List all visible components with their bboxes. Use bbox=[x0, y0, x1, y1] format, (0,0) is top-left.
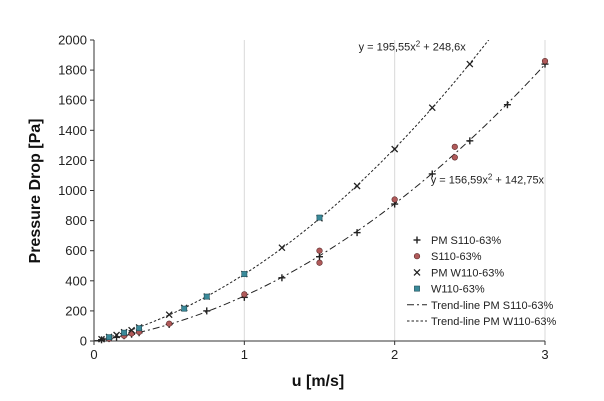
legend-entry-label: PM W110-63% bbox=[431, 267, 504, 279]
point-x-2 bbox=[113, 331, 121, 339]
equation-exponent: 2 bbox=[416, 40, 421, 49]
y-axis-title: Pressure Drop [Pa] bbox=[27, 119, 44, 264]
y-tick-label: 0 bbox=[80, 334, 87, 349]
point-square-2 bbox=[136, 325, 142, 332]
legend-entry-label: PM S110-63% bbox=[431, 235, 501, 247]
legend-marker-circle bbox=[413, 253, 421, 260]
x-tick-label: 3 bbox=[541, 347, 548, 362]
data-points bbox=[98, 57, 549, 344]
point-circle-4 bbox=[166, 320, 173, 327]
y-tick-label: 800 bbox=[65, 213, 87, 228]
equation-part: + 248,6x bbox=[420, 42, 466, 54]
point-square-1 bbox=[121, 329, 127, 336]
equation-part: y = 195,55x bbox=[359, 42, 417, 54]
point-x-4 bbox=[128, 326, 136, 334]
y-tick-label: 1400 bbox=[58, 123, 87, 138]
legend: PM S110-63% S110-63% PM W110-63% W110-63% Tr… bbox=[407, 235, 557, 328]
point-plus-15 bbox=[503, 101, 511, 109]
point-x-10 bbox=[278, 244, 286, 252]
grid bbox=[243, 40, 546, 341]
point-plus-7 bbox=[203, 307, 211, 315]
point-x-14 bbox=[428, 104, 436, 112]
trendline-equation-eq-w: y = 195,55x2 + 248,6x bbox=[359, 40, 467, 54]
point-x-0 bbox=[98, 335, 105, 343]
y-tick-label: 2000 bbox=[58, 33, 87, 48]
equation-part: y = 156,59x bbox=[431, 175, 489, 187]
point-circle-11 bbox=[541, 57, 549, 65]
point-square-6 bbox=[316, 214, 323, 221]
point-plus-14 bbox=[466, 137, 474, 145]
point-plus-9 bbox=[278, 274, 286, 282]
legend-entry-label: W110-63% bbox=[431, 284, 485, 296]
point-x-13 bbox=[391, 145, 399, 153]
point-square-4 bbox=[203, 293, 210, 300]
point-plus-13 bbox=[428, 170, 436, 178]
point-circle-9 bbox=[451, 154, 458, 161]
axes bbox=[90, 39, 546, 345]
point-circle-6 bbox=[316, 259, 323, 266]
y-tick-label: 1600 bbox=[58, 93, 87, 108]
equation-part: + 142,75x bbox=[492, 175, 544, 187]
legend-marker-square bbox=[414, 285, 420, 292]
x-axis-title: u [m/s] bbox=[292, 373, 344, 390]
y-tick-label: 400 bbox=[65, 273, 87, 288]
equation-annotations: y = 195,55x2 + 248,6xy = 156,59x2 + 142,… bbox=[359, 40, 545, 187]
point-square-3 bbox=[181, 305, 188, 312]
point-x-15 bbox=[466, 60, 474, 68]
legend-marker-x bbox=[413, 268, 421, 276]
point-circle-8 bbox=[391, 196, 398, 203]
legend-entry-label: Trend-line PM S110-63% bbox=[431, 300, 553, 312]
trendline-equation-eq-s: y = 156,59x2 + 142,75x bbox=[431, 173, 545, 187]
point-circle-10 bbox=[451, 143, 458, 150]
y-tick-label: 600 bbox=[65, 243, 87, 258]
x-tick-label: 2 bbox=[391, 347, 398, 362]
x-tick-label: 1 bbox=[241, 347, 248, 362]
point-circle-5 bbox=[241, 291, 248, 298]
y-tick-label: 200 bbox=[65, 303, 87, 318]
x-tick-label: 0 bbox=[90, 347, 97, 362]
point-plus-10 bbox=[316, 253, 323, 261]
equation-exponent: 2 bbox=[488, 173, 493, 182]
point-plus-11 bbox=[353, 229, 361, 237]
legend-marker-plus bbox=[413, 236, 421, 244]
point-x-6 bbox=[165, 311, 173, 319]
point-square-5 bbox=[241, 271, 248, 277]
point-circle-7 bbox=[316, 247, 323, 254]
legend-entry-label: S110-63% bbox=[431, 251, 482, 263]
y-tick-label: 1000 bbox=[58, 183, 87, 198]
tick-labels: 0 200 400 600 800 1000 1200 1400 1600 1800 2000 0 1 2… bbox=[58, 33, 549, 363]
y-tick-label: 1800 bbox=[58, 63, 87, 78]
legend-entry-label: Trend-line PM W110-63% bbox=[431, 316, 557, 328]
point-square-0 bbox=[106, 334, 112, 341]
point-x-12 bbox=[353, 182, 361, 190]
y-tick-label: 1200 bbox=[58, 153, 87, 168]
